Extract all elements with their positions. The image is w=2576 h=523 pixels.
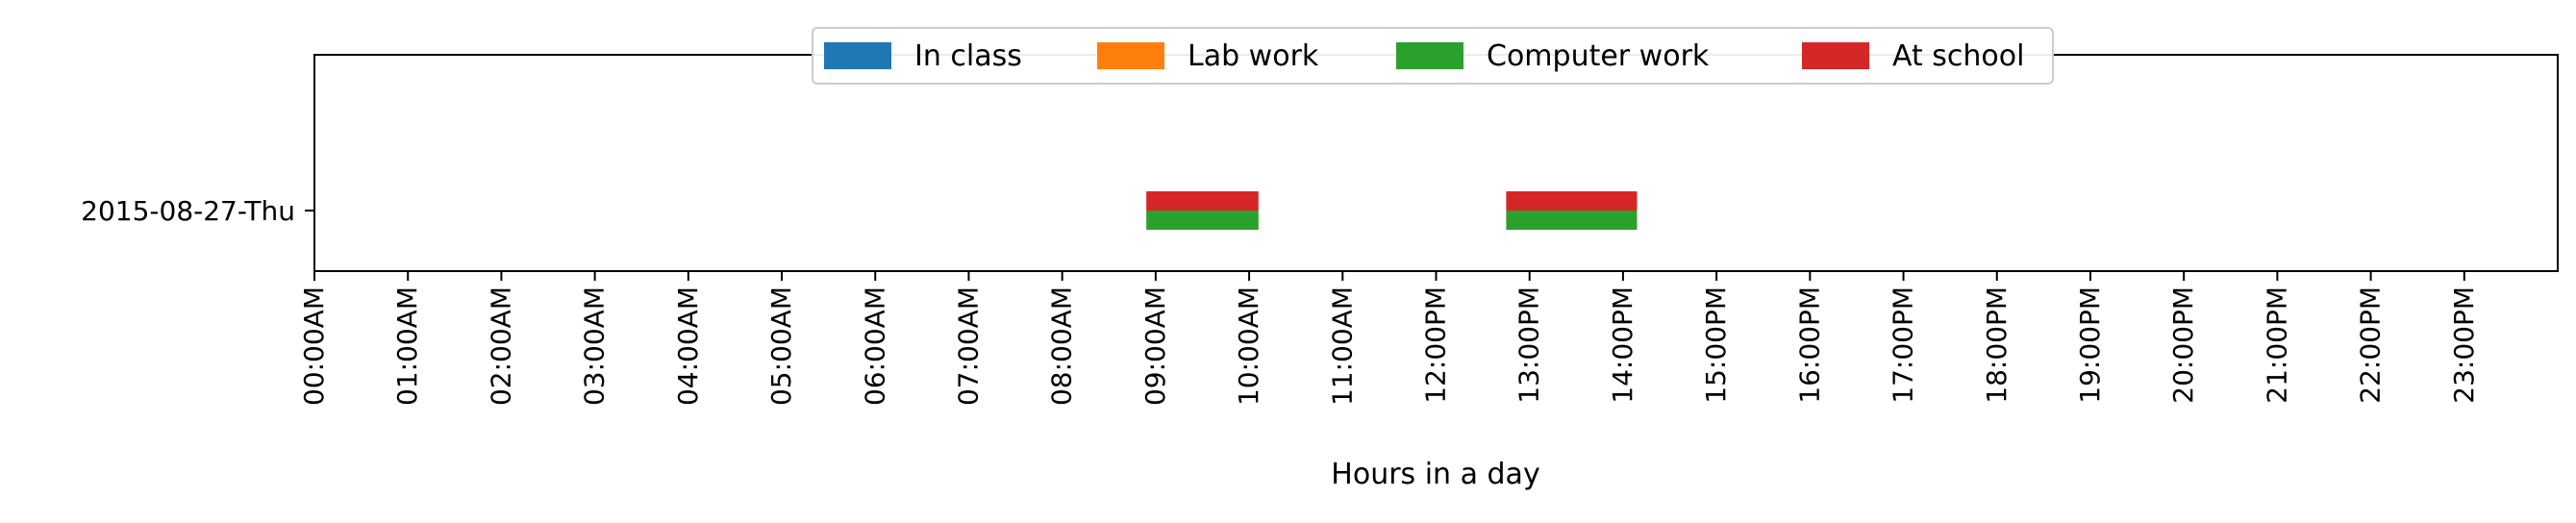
x-tick-label: 18:00PM xyxy=(1981,286,2013,404)
x-tick-label: 19:00PM xyxy=(2074,286,2106,404)
plot-frame xyxy=(313,54,2559,272)
legend-swatch xyxy=(1396,42,1463,69)
legend-swatch xyxy=(824,42,891,69)
x-tick-label: 10:00AM xyxy=(1233,286,1264,406)
x-tick-label: 08:00AM xyxy=(1046,286,1078,406)
x-axis: 00:00AM 01:00AM 02:00AM 03:00AM 04:00AM 05:00… xyxy=(298,271,2480,406)
x-tick-label: 21:00PM xyxy=(2261,286,2292,404)
y-axis: 2015-08-27-Thu xyxy=(81,195,314,227)
x-tick-label: 09:00AM xyxy=(1139,286,1171,406)
bar-at-school-0 xyxy=(1146,191,1259,211)
legend: In class Lab work Computer work At school xyxy=(812,27,2054,85)
x-tick-label: 00:00AM xyxy=(298,286,330,406)
x-tick-label: 11:00AM xyxy=(1326,286,1358,406)
x-tick-label: 04:00AM xyxy=(672,286,704,406)
legend-label: Lab work xyxy=(1188,39,1319,73)
x-tick-label: 14:00PM xyxy=(1607,286,1638,404)
x-tick-label: 06:00AM xyxy=(859,286,890,406)
x-axis-label: Hours in a day xyxy=(1331,458,1539,491)
legend-swatch xyxy=(1097,42,1164,69)
legend-label: At school xyxy=(1892,39,2024,73)
x-tick-label: 22:00PM xyxy=(2355,286,2387,404)
x-tick-label: 13:00PM xyxy=(1513,286,1545,404)
legend-label: Computer work xyxy=(1487,39,1710,73)
x-tick-label: 17:00PM xyxy=(1888,286,1919,404)
x-tick-label: 03:00AM xyxy=(579,286,611,406)
bar-computer-work-1 xyxy=(1506,211,1638,230)
x-tick-label: 15:00PM xyxy=(1700,286,1732,404)
bar-computer-work-0 xyxy=(1146,211,1259,230)
x-tick-label: 23:00PM xyxy=(2448,286,2480,404)
x-tick-label: 16:00PM xyxy=(1793,286,1825,404)
x-tick-label: 05:00AM xyxy=(765,286,797,406)
x-tick-label: 02:00AM xyxy=(485,286,516,406)
legend-label: In class xyxy=(914,39,1022,73)
x-tick-label: 01:00AM xyxy=(391,286,423,406)
x-tick-label: 12:00PM xyxy=(1420,286,1452,404)
legend-swatch xyxy=(1802,42,1869,69)
x-tick-label: 20:00PM xyxy=(2167,286,2199,404)
bar-at-school-1 xyxy=(1506,191,1638,211)
y-tick-label: 2015-08-27-Thu xyxy=(81,195,295,227)
x-tick-label: 07:00AM xyxy=(952,286,984,406)
bars-layer xyxy=(1146,191,1638,230)
